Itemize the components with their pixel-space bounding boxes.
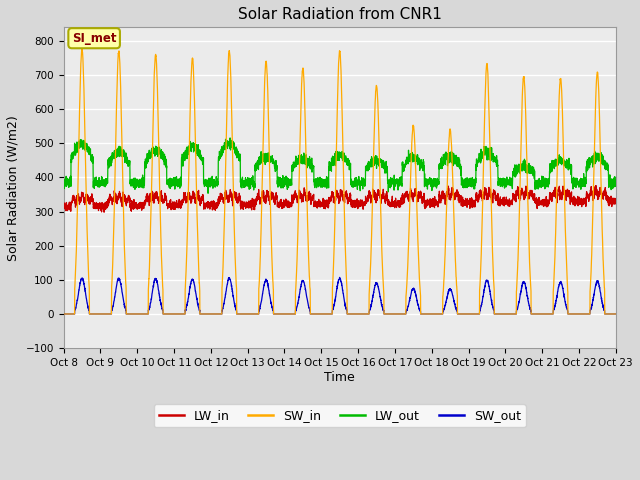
LW_out	[319, 180, 327, 186]
SW_out	[319, 311, 327, 317]
LW_in	[100, 209, 108, 215]
SW_in	[495, 311, 502, 317]
LW_out	[464, 180, 472, 185]
LW_in	[319, 195, 327, 201]
SW_out	[433, 311, 441, 317]
SW_in	[433, 311, 441, 317]
LW_in	[611, 201, 619, 206]
LW_in	[159, 201, 167, 206]
LW_in	[612, 200, 620, 205]
X-axis label: Time: Time	[324, 371, 355, 384]
SW_in	[60, 311, 67, 317]
SW_in	[78, 46, 86, 52]
Line: SW_in: SW_in	[63, 49, 616, 314]
Line: SW_out: SW_out	[63, 277, 616, 314]
SW_out	[60, 311, 67, 317]
SW_in	[159, 287, 167, 293]
Legend: LW_in, SW_in, LW_out, SW_out: LW_in, SW_in, LW_out, SW_out	[154, 404, 525, 427]
LW_out	[226, 135, 234, 141]
LW_out	[60, 175, 67, 181]
LW_out	[495, 179, 503, 185]
SW_in	[463, 311, 471, 317]
LW_in	[495, 196, 502, 202]
SW_in	[612, 311, 620, 317]
SW_out	[495, 311, 502, 317]
LW_in	[433, 199, 441, 204]
LW_in	[60, 204, 67, 209]
SW_in	[611, 311, 619, 317]
SW_out	[612, 311, 620, 317]
Text: SI_met: SI_met	[72, 32, 116, 45]
SW_out	[463, 311, 471, 317]
LW_out	[433, 183, 441, 189]
LW_in	[463, 201, 471, 206]
LW_out	[204, 191, 212, 196]
LW_out	[159, 149, 166, 155]
SW_out	[611, 311, 619, 317]
SW_out	[159, 307, 166, 313]
Line: LW_in: LW_in	[63, 186, 616, 212]
LW_in	[592, 183, 600, 189]
LW_out	[611, 182, 619, 188]
SW_in	[319, 311, 327, 317]
Title: Solar Radiation from CNR1: Solar Radiation from CNR1	[237, 7, 442, 22]
SW_out	[336, 275, 344, 280]
LW_out	[612, 183, 620, 189]
Line: LW_out: LW_out	[63, 138, 616, 193]
Y-axis label: Solar Radiation (W/m2): Solar Radiation (W/m2)	[7, 115, 20, 261]
